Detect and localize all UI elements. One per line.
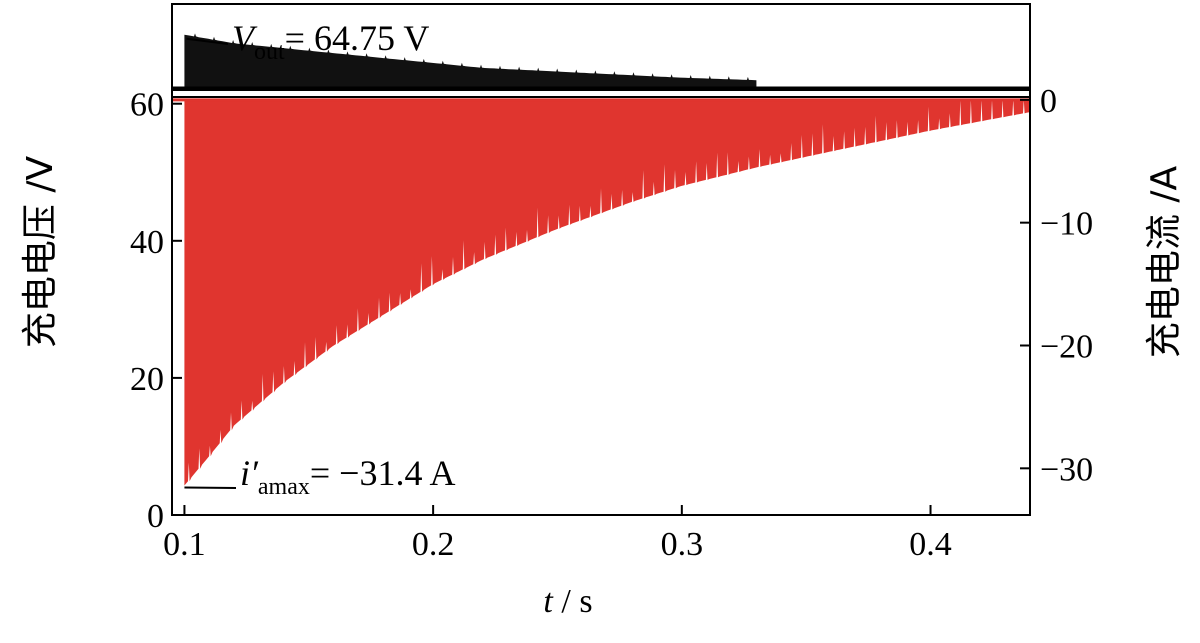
right-tick-label: −30 [1040, 451, 1093, 488]
x-axis-variable: t [543, 583, 554, 620]
right-axis-title: 充电电流 /A [1144, 166, 1185, 359]
right-tick-label: 0 [1040, 83, 1057, 120]
left-axis: 0 20 40 60 [130, 87, 182, 535]
vout-leader-line [186, 37, 229, 45]
x-axis-separator: / [553, 583, 579, 620]
x-tick-label: 0.1 [163, 526, 206, 563]
x-axis: 0.1 0.2 0.3 0.4 [163, 505, 952, 563]
current-series [172, 96, 1030, 486]
imax-symbol: i′ [240, 453, 259, 493]
right-tick-label: −10 [1040, 206, 1093, 243]
voltage-area [184, 33, 757, 88]
x-tick-label: 0.3 [661, 526, 704, 563]
vout-subscript: out [254, 39, 285, 65]
imax-annotation: i′amax= −31.4 A [240, 453, 456, 500]
right-axis: 0 −10 −20 −30 [1020, 83, 1093, 488]
vout-annotation: Vout= 64.75 V [232, 18, 429, 65]
left-tick-label: 0 [147, 498, 164, 535]
x-tick-label: 0.4 [909, 526, 952, 563]
vout-symbol: V [232, 18, 258, 58]
imax-subscript: amax [258, 474, 310, 500]
left-tick-label: 60 [130, 87, 164, 124]
main-plot-frame [171, 89, 1031, 516]
x-axis-unit: s [579, 583, 592, 620]
voltage-series [172, 33, 1030, 90]
x-axis-title: t / s [543, 583, 592, 620]
current-area [184, 99, 1030, 486]
imax-value: = −31.4 A [310, 453, 456, 493]
left-tick-label: 20 [130, 361, 164, 398]
left-axis-title: 充电电压 /V [20, 156, 61, 349]
left-tick-label: 40 [130, 224, 164, 261]
right-tick-label: −20 [1040, 328, 1093, 365]
x-tick-label: 0.2 [412, 526, 455, 563]
vout-value: = 64.75 V [285, 18, 430, 58]
